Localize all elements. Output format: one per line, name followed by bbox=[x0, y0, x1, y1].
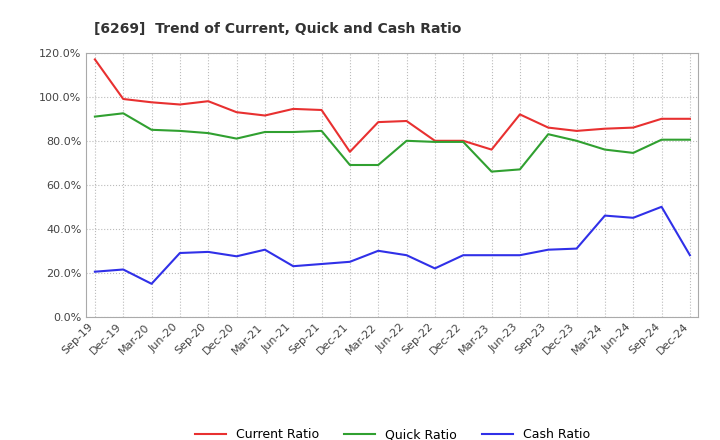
Quick Ratio bbox=[176, 128, 184, 134]
Quick Ratio bbox=[233, 136, 241, 141]
Quick Ratio bbox=[289, 129, 297, 135]
Line: Cash Ratio: Cash Ratio bbox=[95, 207, 690, 284]
Quick Ratio bbox=[516, 167, 524, 172]
Cash Ratio bbox=[233, 253, 241, 259]
Cash Ratio bbox=[91, 269, 99, 275]
Cash Ratio bbox=[431, 266, 439, 271]
Current Ratio bbox=[629, 125, 637, 130]
Current Ratio bbox=[572, 128, 581, 134]
Current Ratio bbox=[544, 125, 552, 130]
Quick Ratio bbox=[459, 139, 467, 144]
Cash Ratio bbox=[629, 215, 637, 220]
Current Ratio bbox=[261, 113, 269, 118]
Current Ratio bbox=[119, 96, 127, 102]
Quick Ratio bbox=[572, 138, 581, 143]
Current Ratio bbox=[516, 112, 524, 117]
Quick Ratio bbox=[657, 137, 666, 142]
Cash Ratio bbox=[261, 247, 269, 252]
Legend: Current Ratio, Quick Ratio, Cash Ratio: Current Ratio, Quick Ratio, Cash Ratio bbox=[189, 423, 595, 440]
Quick Ratio bbox=[346, 162, 354, 168]
Quick Ratio bbox=[148, 127, 156, 132]
Cash Ratio bbox=[318, 261, 326, 267]
Cash Ratio bbox=[685, 253, 694, 258]
Cash Ratio bbox=[176, 250, 184, 256]
Quick Ratio bbox=[318, 128, 326, 134]
Quick Ratio bbox=[629, 150, 637, 156]
Quick Ratio bbox=[374, 162, 382, 168]
Cash Ratio bbox=[459, 253, 467, 258]
Quick Ratio bbox=[600, 147, 609, 152]
Current Ratio bbox=[91, 57, 99, 62]
Current Ratio bbox=[600, 126, 609, 131]
Quick Ratio bbox=[119, 110, 127, 116]
Quick Ratio bbox=[487, 169, 496, 174]
Cash Ratio bbox=[544, 247, 552, 252]
Current Ratio bbox=[487, 147, 496, 152]
Line: Quick Ratio: Quick Ratio bbox=[95, 113, 690, 172]
Current Ratio bbox=[204, 99, 212, 104]
Current Ratio bbox=[289, 106, 297, 111]
Cash Ratio bbox=[572, 246, 581, 251]
Current Ratio bbox=[402, 118, 411, 124]
Current Ratio bbox=[176, 102, 184, 107]
Cash Ratio bbox=[402, 253, 411, 258]
Quick Ratio bbox=[544, 132, 552, 137]
Cash Ratio bbox=[487, 253, 496, 258]
Quick Ratio bbox=[431, 139, 439, 144]
Quick Ratio bbox=[261, 129, 269, 135]
Quick Ratio bbox=[402, 138, 411, 143]
Current Ratio bbox=[431, 138, 439, 143]
Quick Ratio bbox=[685, 137, 694, 142]
Text: [6269]  Trend of Current, Quick and Cash Ratio: [6269] Trend of Current, Quick and Cash … bbox=[94, 22, 461, 36]
Current Ratio bbox=[148, 99, 156, 105]
Cash Ratio bbox=[119, 267, 127, 272]
Current Ratio bbox=[657, 116, 666, 121]
Current Ratio bbox=[459, 138, 467, 143]
Current Ratio bbox=[318, 107, 326, 113]
Cash Ratio bbox=[516, 253, 524, 258]
Quick Ratio bbox=[91, 114, 99, 119]
Cash Ratio bbox=[148, 281, 156, 286]
Cash Ratio bbox=[204, 249, 212, 254]
Current Ratio bbox=[233, 110, 241, 115]
Cash Ratio bbox=[657, 204, 666, 209]
Line: Current Ratio: Current Ratio bbox=[95, 59, 690, 152]
Cash Ratio bbox=[289, 264, 297, 269]
Current Ratio bbox=[346, 149, 354, 154]
Quick Ratio bbox=[204, 130, 212, 136]
Cash Ratio bbox=[346, 259, 354, 264]
Cash Ratio bbox=[374, 248, 382, 253]
Cash Ratio bbox=[600, 213, 609, 218]
Current Ratio bbox=[374, 119, 382, 125]
Current Ratio bbox=[685, 116, 694, 121]
